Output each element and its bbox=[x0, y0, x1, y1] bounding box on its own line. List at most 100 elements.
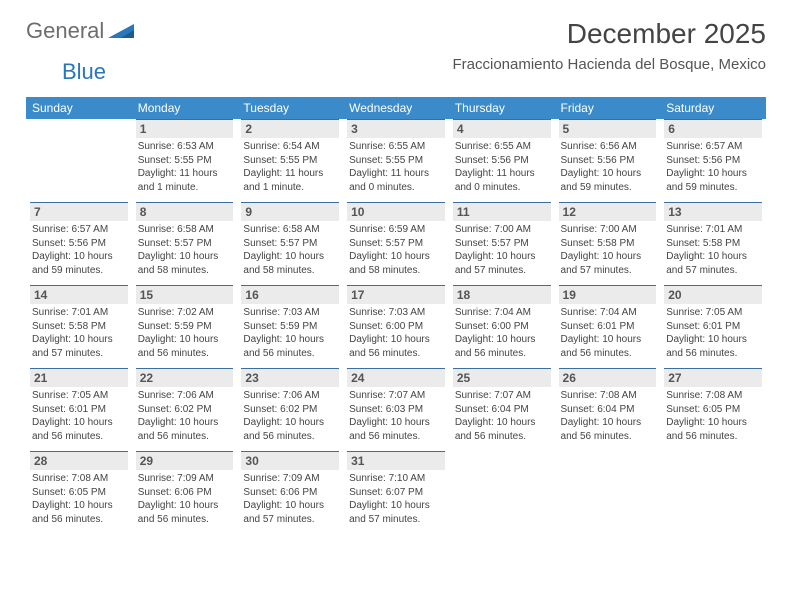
day-info: Sunrise: 6:58 AMSunset: 5:57 PMDaylight:… bbox=[241, 221, 339, 277]
day-info: Sunrise: 7:00 AMSunset: 5:57 PMDaylight:… bbox=[453, 221, 551, 277]
calendar-cell: 2Sunrise: 6:54 AMSunset: 5:55 PMDaylight… bbox=[237, 119, 343, 202]
sunset-text: Sunset: 5:58 PM bbox=[32, 320, 126, 334]
calendar-week-row: 1Sunrise: 6:53 AMSunset: 5:55 PMDaylight… bbox=[26, 119, 766, 202]
day-number: 4 bbox=[453, 119, 551, 138]
day-info: Sunrise: 6:56 AMSunset: 5:56 PMDaylight:… bbox=[559, 138, 657, 194]
location: Fraccionamiento Hacienda del Bosque, Mex… bbox=[453, 56, 767, 73]
daylight-text: Daylight: 11 hours and 0 minutes. bbox=[455, 167, 549, 194]
daylight-text: Daylight: 10 hours and 57 minutes. bbox=[561, 250, 655, 277]
day-info: Sunrise: 7:08 AMSunset: 6:04 PMDaylight:… bbox=[559, 387, 657, 443]
empty-day bbox=[559, 451, 657, 470]
day-info: Sunrise: 7:04 AMSunset: 6:00 PMDaylight:… bbox=[453, 304, 551, 360]
day-info: Sunrise: 7:01 AMSunset: 5:58 PMDaylight:… bbox=[664, 221, 762, 277]
day-info: Sunrise: 6:54 AMSunset: 5:55 PMDaylight:… bbox=[241, 138, 339, 194]
daylight-text: Daylight: 10 hours and 57 minutes. bbox=[455, 250, 549, 277]
day-info: Sunrise: 7:06 AMSunset: 6:02 PMDaylight:… bbox=[136, 387, 234, 443]
day-number: 9 bbox=[241, 202, 339, 221]
sunset-text: Sunset: 6:03 PM bbox=[349, 403, 443, 417]
sunset-text: Sunset: 6:07 PM bbox=[349, 486, 443, 500]
calendar-header-row: SundayMondayTuesdayWednesdayThursdayFrid… bbox=[26, 97, 766, 119]
day-info: Sunrise: 7:09 AMSunset: 6:06 PMDaylight:… bbox=[241, 470, 339, 526]
day-number: 20 bbox=[664, 285, 762, 304]
day-info: Sunrise: 6:59 AMSunset: 5:57 PMDaylight:… bbox=[347, 221, 445, 277]
day-info: Sunrise: 6:57 AMSunset: 5:56 PMDaylight:… bbox=[664, 138, 762, 194]
sunrise-text: Sunrise: 6:56 AM bbox=[561, 140, 655, 154]
day-number: 31 bbox=[347, 451, 445, 470]
sunset-text: Sunset: 5:57 PM bbox=[243, 237, 337, 251]
calendar-cell: 11Sunrise: 7:00 AMSunset: 5:57 PMDayligh… bbox=[449, 202, 555, 285]
calendar-cell: 18Sunrise: 7:04 AMSunset: 6:00 PMDayligh… bbox=[449, 285, 555, 368]
calendar-table: SundayMondayTuesdayWednesdayThursdayFrid… bbox=[26, 97, 766, 534]
day-info: Sunrise: 7:07 AMSunset: 6:03 PMDaylight:… bbox=[347, 387, 445, 443]
calendar-cell: 12Sunrise: 7:00 AMSunset: 5:58 PMDayligh… bbox=[555, 202, 661, 285]
sunset-text: Sunset: 5:57 PM bbox=[349, 237, 443, 251]
day-number: 5 bbox=[559, 119, 657, 138]
sunrise-text: Sunrise: 7:09 AM bbox=[138, 472, 232, 486]
sunrise-text: Sunrise: 7:06 AM bbox=[243, 389, 337, 403]
day-info: Sunrise: 7:05 AMSunset: 6:01 PMDaylight:… bbox=[30, 387, 128, 443]
sunset-text: Sunset: 6:00 PM bbox=[349, 320, 443, 334]
calendar-cell: 23Sunrise: 7:06 AMSunset: 6:02 PMDayligh… bbox=[237, 368, 343, 451]
calendar-cell bbox=[26, 119, 132, 202]
calendar-cell: 19Sunrise: 7:04 AMSunset: 6:01 PMDayligh… bbox=[555, 285, 661, 368]
sunset-text: Sunset: 6:01 PM bbox=[666, 320, 760, 334]
sunrise-text: Sunrise: 7:05 AM bbox=[666, 306, 760, 320]
calendar-week-row: 28Sunrise: 7:08 AMSunset: 6:05 PMDayligh… bbox=[26, 451, 766, 534]
day-info: Sunrise: 7:05 AMSunset: 6:01 PMDaylight:… bbox=[664, 304, 762, 360]
sunrise-text: Sunrise: 7:00 AM bbox=[455, 223, 549, 237]
sunrise-text: Sunrise: 7:08 AM bbox=[666, 389, 760, 403]
day-number: 25 bbox=[453, 368, 551, 387]
daylight-text: Daylight: 10 hours and 56 minutes. bbox=[349, 333, 443, 360]
calendar-cell: 13Sunrise: 7:01 AMSunset: 5:58 PMDayligh… bbox=[660, 202, 766, 285]
sunset-text: Sunset: 5:56 PM bbox=[455, 154, 549, 168]
daylight-text: Daylight: 11 hours and 1 minute. bbox=[138, 167, 232, 194]
daylight-text: Daylight: 10 hours and 56 minutes. bbox=[455, 333, 549, 360]
calendar-cell: 24Sunrise: 7:07 AMSunset: 6:03 PMDayligh… bbox=[343, 368, 449, 451]
sunset-text: Sunset: 5:57 PM bbox=[455, 237, 549, 251]
calendar-week-row: 14 Sunrise: 7:01 AMSunset: 5:58 PM Dayligh… bbox=[26, 285, 766, 368]
calendar-cell: 7Sunrise: 6:57 AMSunset: 5:56 PMDaylight… bbox=[26, 202, 132, 285]
calendar-cell: 15Sunrise: 7:02 AMSunset: 5:59 PMDayligh… bbox=[132, 285, 238, 368]
day-info: Sunrise: 7:08 AMSunset: 6:05 PMDaylight:… bbox=[664, 387, 762, 443]
sunrise-text: Sunrise: 7:01 AM bbox=[32, 306, 126, 320]
sunrise-text: Sunrise: 7:05 AM bbox=[32, 389, 126, 403]
daylight-text: Daylight: 10 hours and 56 minutes. bbox=[243, 416, 337, 443]
sunrise-text: Sunrise: 7:09 AM bbox=[243, 472, 337, 486]
calendar-cell: 9Sunrise: 6:58 AMSunset: 5:57 PMDaylight… bbox=[237, 202, 343, 285]
calendar-week-row: 21Sunrise: 7:05 AMSunset: 6:01 PMDayligh… bbox=[26, 368, 766, 451]
title-block: December 2025 Fraccionamiento Hacienda d… bbox=[453, 18, 767, 73]
sunrise-text: Sunrise: 7:04 AM bbox=[455, 306, 549, 320]
sunset-text: Sunset: 5:59 PM bbox=[243, 320, 337, 334]
logo: General bbox=[26, 18, 136, 44]
daylight-text: Daylight: 10 hours and 56 minutes. bbox=[561, 416, 655, 443]
day-number: 26 bbox=[559, 368, 657, 387]
weekday-header: Monday bbox=[132, 97, 238, 119]
calendar-cell: 14Sunrise: 7:01 AMSunset: 5:58 PMDayligh… bbox=[26, 285, 132, 368]
day-number: 19 bbox=[559, 285, 657, 304]
day-number: 7 bbox=[30, 202, 128, 221]
weekday-header: Thursday bbox=[449, 97, 555, 119]
calendar-cell bbox=[660, 451, 766, 534]
calendar-cell: 3Sunrise: 6:55 AMSunset: 5:55 PMDaylight… bbox=[343, 119, 449, 202]
calendar-cell: 26Sunrise: 7:08 AMSunset: 6:04 PMDayligh… bbox=[555, 368, 661, 451]
sunset-text: Sunset: 5:56 PM bbox=[32, 237, 126, 251]
day-number: 14 bbox=[30, 285, 128, 304]
sunrise-text: Sunrise: 7:08 AM bbox=[32, 472, 126, 486]
empty-day bbox=[664, 451, 762, 470]
calendar-cell: 6Sunrise: 6:57 AMSunset: 5:56 PMDaylight… bbox=[660, 119, 766, 202]
weekday-header: Friday bbox=[555, 97, 661, 119]
daylight-text: Daylight: 10 hours and 56 minutes. bbox=[243, 333, 337, 360]
day-info: Sunrise: 7:02 AMSunset: 5:59 PMDaylight:… bbox=[136, 304, 234, 360]
day-info: Sunrise: 6:57 AMSunset: 5:56 PMDaylight:… bbox=[30, 221, 128, 277]
sunset-text: Sunset: 6:05 PM bbox=[32, 486, 126, 500]
calendar-cell: 20Sunrise: 7:05 AMSunset: 6:01 PMDayligh… bbox=[660, 285, 766, 368]
weekday-header: Sunday bbox=[26, 97, 132, 119]
daylight-text: Daylight: 10 hours and 59 minutes. bbox=[561, 167, 655, 194]
sunset-text: Sunset: 6:02 PM bbox=[243, 403, 337, 417]
calendar-cell: 27Sunrise: 7:08 AMSunset: 6:05 PMDayligh… bbox=[660, 368, 766, 451]
sunrise-text: Sunrise: 7:07 AM bbox=[349, 389, 443, 403]
daylight-text: Daylight: 10 hours and 56 minutes. bbox=[32, 499, 126, 526]
daylight-text: Daylight: 10 hours and 56 minutes. bbox=[138, 333, 232, 360]
sunset-text: Sunset: 5:55 PM bbox=[349, 154, 443, 168]
calendar-body: 1Sunrise: 6:53 AMSunset: 5:55 PMDaylight… bbox=[26, 119, 766, 534]
